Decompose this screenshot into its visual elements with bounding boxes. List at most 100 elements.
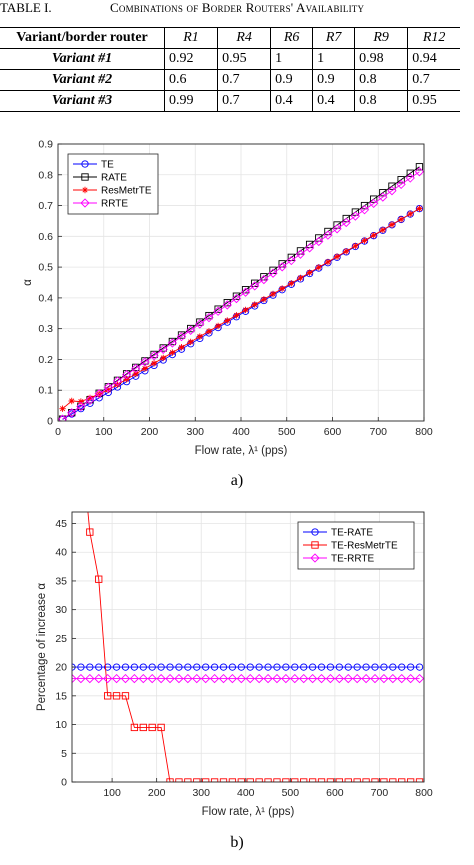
data-point (129, 673, 140, 684)
data-point (68, 409, 76, 417)
data-point (352, 673, 362, 684)
series-te-rrte (72, 673, 424, 684)
data-point (174, 673, 184, 684)
y-tick-label: 0.2 (38, 354, 53, 366)
data-point (105, 386, 112, 394)
data-point (352, 242, 359, 250)
x-tick-label: 300 (192, 787, 210, 799)
data-point (157, 723, 165, 732)
data-point (291, 663, 299, 671)
data-point (397, 673, 407, 684)
axes-box (71, 511, 425, 783)
data-point (397, 176, 405, 184)
data-point (326, 663, 335, 671)
data-point (308, 663, 317, 671)
data-point (112, 663, 121, 671)
data-point (131, 363, 141, 374)
data-point (379, 673, 389, 684)
data-point (389, 663, 397, 671)
table-cell: 0.7 (407, 69, 460, 91)
table-header-cell: R6 (270, 27, 313, 49)
data-point (388, 182, 396, 190)
data-point (388, 221, 396, 228)
data-point (95, 575, 103, 583)
table-header-cell: R12 (407, 27, 460, 49)
data-point (359, 205, 370, 215)
data-point (72, 673, 77, 684)
data-point (236, 673, 246, 684)
chart-a: 0 100 200 300 400 500 600 700 800 0 0.1 0.2 0.3 0.4 0.… (22, 139, 433, 458)
y-tick-label: 15 (55, 690, 67, 702)
data-point (351, 208, 360, 216)
data-point (362, 663, 370, 671)
data-point (224, 317, 231, 324)
data-point (76, 401, 86, 412)
series-group (58, 163, 424, 421)
y-tick-label: 0.5 (38, 262, 53, 274)
data-point (415, 663, 424, 671)
data-point (371, 663, 379, 671)
data-point (58, 414, 68, 421)
data-point (178, 344, 185, 351)
data-point (269, 290, 277, 298)
data-point (341, 217, 351, 228)
table-row: Variant #3 0.99 0.7 0.4 0.4 0.8 0.95 (0, 90, 460, 112)
x-tick-label: 700 (369, 426, 387, 438)
data-point (166, 663, 174, 671)
y-tick-label: 0 (47, 416, 53, 428)
data-point (259, 274, 269, 285)
table-cell: 0.7 (217, 90, 271, 112)
data-point (184, 663, 192, 671)
data-point (183, 673, 193, 684)
data-point (343, 673, 353, 684)
series-line (62, 171, 420, 420)
data-point (67, 408, 77, 418)
data-point (201, 673, 211, 684)
legend-item-te-rate: TE-RATE (303, 528, 373, 539)
x-tick-label: 500 (282, 787, 300, 799)
y-tick-label: 25 (55, 633, 67, 645)
data-point (86, 663, 94, 671)
table-cell: Variant #1 (0, 48, 165, 70)
legend-item-te: TE (73, 160, 114, 171)
data-point (86, 528, 94, 536)
data-point (415, 163, 424, 171)
data-point (325, 673, 336, 684)
data-point (231, 293, 242, 304)
data-point (222, 300, 232, 310)
data-point (398, 663, 406, 671)
legend-marker (310, 553, 320, 563)
series-line (62, 166, 420, 420)
table-cell: 0.92 (163, 48, 218, 70)
data-point (290, 673, 300, 684)
data-point (268, 268, 278, 278)
data-point (85, 395, 95, 405)
data-point (295, 249, 306, 259)
table-header-cell: Variant/border router (0, 27, 165, 49)
data-point (369, 198, 379, 209)
data-point (103, 692, 112, 700)
data-point (130, 723, 139, 732)
data-point (196, 333, 204, 340)
y-tick-label: 0.6 (38, 231, 53, 243)
data-point (379, 189, 387, 197)
data-point (405, 173, 415, 183)
data-point (323, 230, 333, 240)
chart-b: 100 200 300 400 500 600 700 800 0 5 10 15 20 25 30 35 40… (36, 511, 433, 818)
table-cell: 0.95 (407, 90, 460, 112)
data-point (317, 663, 326, 671)
data-point (263, 673, 273, 684)
data-point (149, 351, 159, 361)
series-line (87, 512, 420, 782)
data-point (228, 663, 237, 671)
legend-item-te-rrte: TE-RRTE (303, 553, 374, 565)
table-header-cell: R9 (354, 27, 408, 49)
data-point (407, 210, 414, 218)
data-point (94, 673, 104, 684)
legend-label: TE-ResMetrTE (331, 541, 398, 552)
table-cell: 1 (270, 48, 313, 70)
table-header-row: Variant/border router R1 R4 R6 R7 R9 R12 (0, 27, 460, 49)
data-point (169, 349, 176, 356)
data-point (140, 357, 150, 367)
data-point (344, 663, 352, 671)
